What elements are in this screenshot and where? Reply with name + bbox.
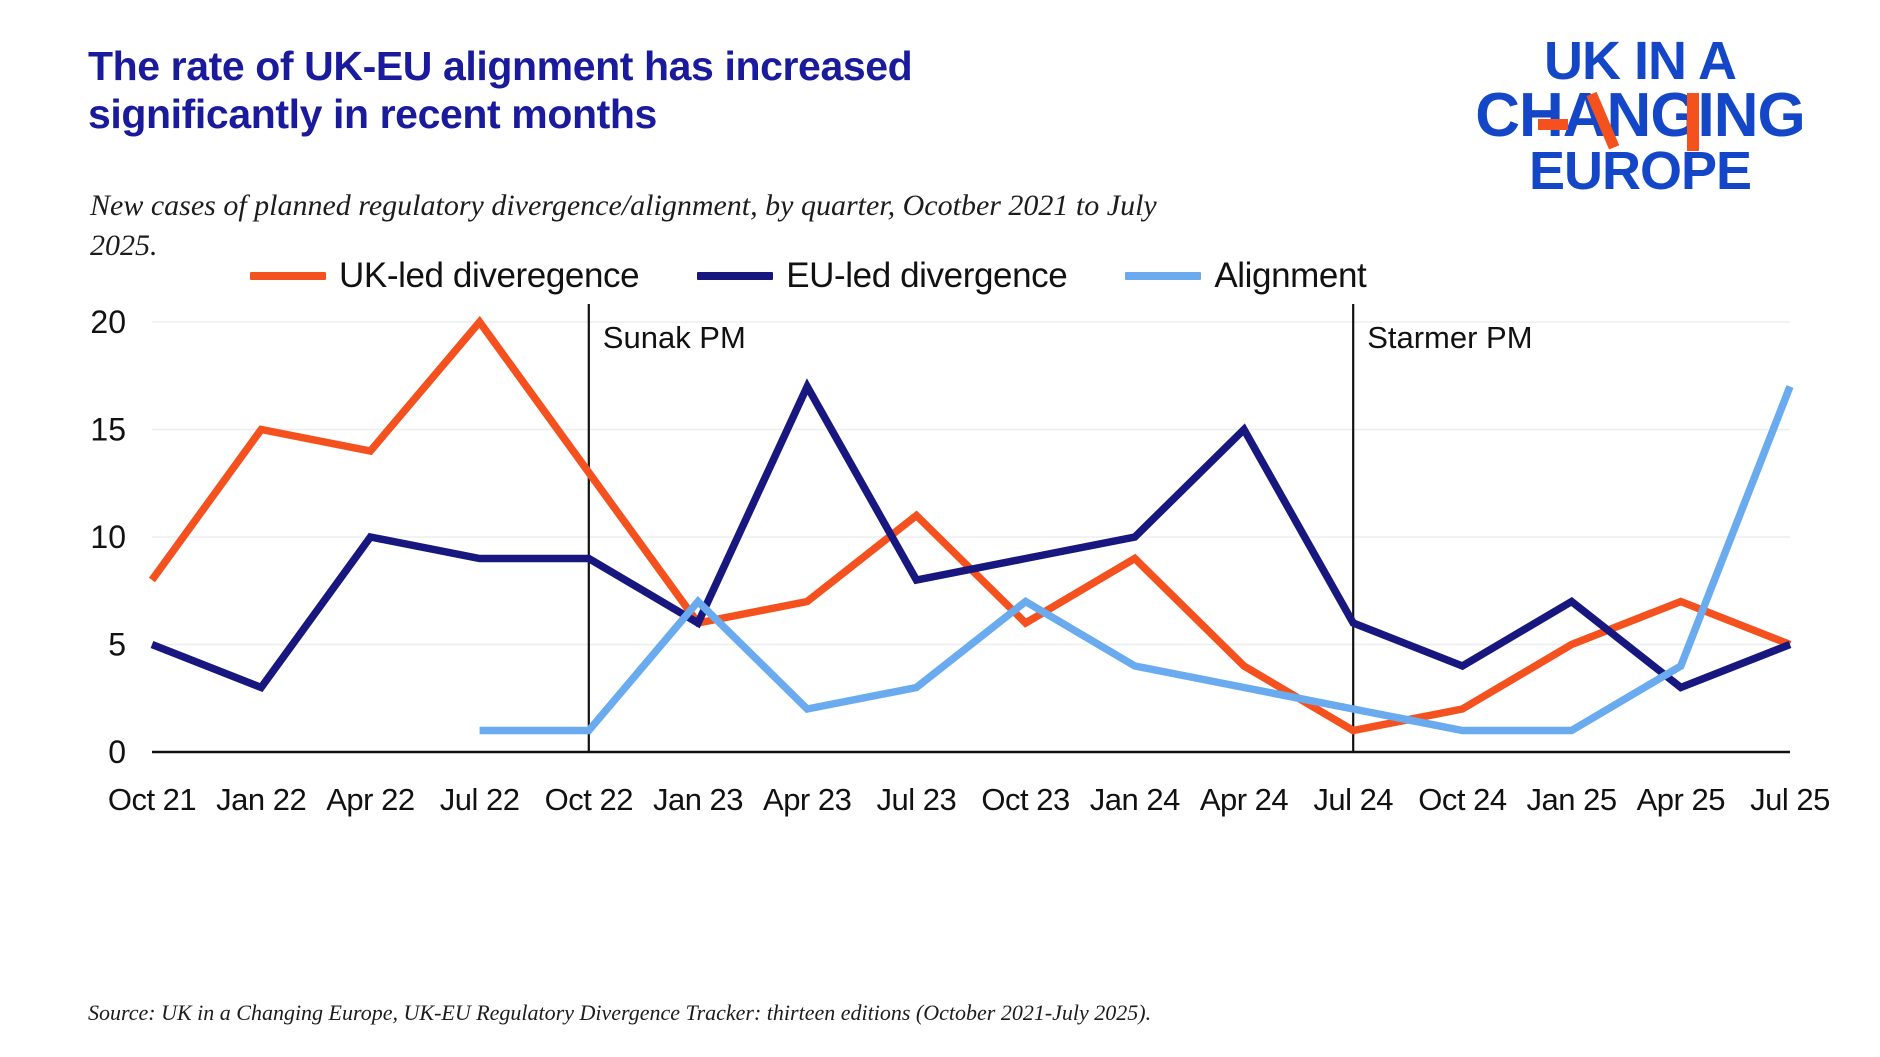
series-line-alignment xyxy=(479,385,1794,735)
logo-line-1: UK IN A xyxy=(1544,31,1737,91)
chart-plot-area: 0 5 10 15 20 Oct 21 Jan 22 Apr 22 Jul 22 Oct 22 J… xyxy=(0,300,1880,960)
x-axis-tick-label: Jul 24 xyxy=(1313,782,1393,817)
annotation-lines xyxy=(587,304,1355,752)
annotation-label: Starmer PM xyxy=(1367,320,1532,355)
y-axis-tick-label: 0 xyxy=(108,734,126,770)
y-axis-tick-label: 20 xyxy=(90,304,126,340)
legend-swatch-uk-led-divergence xyxy=(250,272,326,280)
x-axis-tick-label: Apr 25 xyxy=(1637,782,1725,817)
source-note: Source: UK in a Changing Europe, UK-EU R… xyxy=(88,1000,1152,1025)
x-axis-tick-label: Jan 24 xyxy=(1090,782,1180,817)
x-axis-tick-label: Jan 23 xyxy=(653,782,743,817)
logo-accent-h-icon xyxy=(1538,119,1568,131)
logo-line-3: EUROPE xyxy=(1528,141,1752,202)
x-axis-tick-label: Apr 24 xyxy=(1200,782,1289,817)
legend-swatch-alignment xyxy=(1125,272,1202,280)
x-axis-tick-label: Oct 23 xyxy=(981,782,1069,817)
legend-swatch-eu-led-divergence xyxy=(697,272,774,280)
x-axis-tick-label: Apr 22 xyxy=(326,782,414,817)
logo-accent-i-icon xyxy=(1687,93,1699,152)
legend-label-uk-led-divergence: UK-led diveregence xyxy=(339,256,640,295)
y-axis-tick-label: 5 xyxy=(108,627,126,663)
x-axis-tick-label: Jul 23 xyxy=(877,782,957,817)
legend-item-alignment[interactable]: Alignment xyxy=(1125,256,1367,296)
series-line-uk-led-diveregence xyxy=(148,315,1792,735)
page-title: The rate of UK-EU alignment has increase… xyxy=(88,43,913,138)
annotation-labels: Sunak PM Starmer PM xyxy=(603,320,1533,355)
y-axis-ticks: 0 5 10 15 20 xyxy=(90,304,126,770)
x-axis-tick-label: Oct 21 xyxy=(108,782,196,817)
x-axis-tick-label: Jan 25 xyxy=(1527,782,1617,817)
logo-line-2: CHANGING xyxy=(1440,85,1840,152)
chart-legend: UK-led diveregence EU-led divergence Ali… xyxy=(250,248,1370,304)
x-axis-tick-label: Jul 22 xyxy=(440,782,520,817)
legend-item-eu-led-divergence[interactable]: EU-led divergence xyxy=(697,256,1068,296)
legend-label-eu-led-divergence: EU-led divergence xyxy=(786,256,1068,295)
x-axis-tick-label: Apr 23 xyxy=(763,782,851,817)
series-line-eu-led-divergence xyxy=(150,378,1792,693)
chart-header: The rate of UK-EU alignment has increase… xyxy=(0,0,1880,262)
logo-line-2-text: CHANGING xyxy=(1475,81,1806,151)
x-axis-tick-label: Jan 22 xyxy=(216,782,306,817)
grid-lines xyxy=(152,321,1790,646)
line-chart-svg: 0 5 10 15 20 Oct 21 Jan 22 Apr 22 Jul 22 Oct 22 J… xyxy=(90,304,1831,817)
chart-subtitle: New cases of planned regulatory divergen… xyxy=(90,189,1157,262)
legend-item-uk-led-divergence[interactable]: UK-led diveregence xyxy=(250,256,640,296)
ukice-logo: UK IN A CHANGING EUROPE xyxy=(1440,31,1840,216)
x-axis-tick-label: Oct 22 xyxy=(545,782,633,817)
data-series-group xyxy=(148,315,1794,735)
y-axis-tick-label: 15 xyxy=(90,412,126,448)
x-axis-tick-label: Jul 25 xyxy=(1750,782,1830,817)
annotation-label: Sunak PM xyxy=(603,320,746,355)
x-axis-tick-label: Oct 24 xyxy=(1418,782,1507,817)
y-axis-tick-label: 10 xyxy=(90,519,126,555)
x-axis-ticks: Oct 21 Jan 22 Apr 22 Jul 22 Oct 22 Jan 23 Apr … xyxy=(108,782,1831,817)
legend-label-alignment: Alignment xyxy=(1214,256,1367,295)
